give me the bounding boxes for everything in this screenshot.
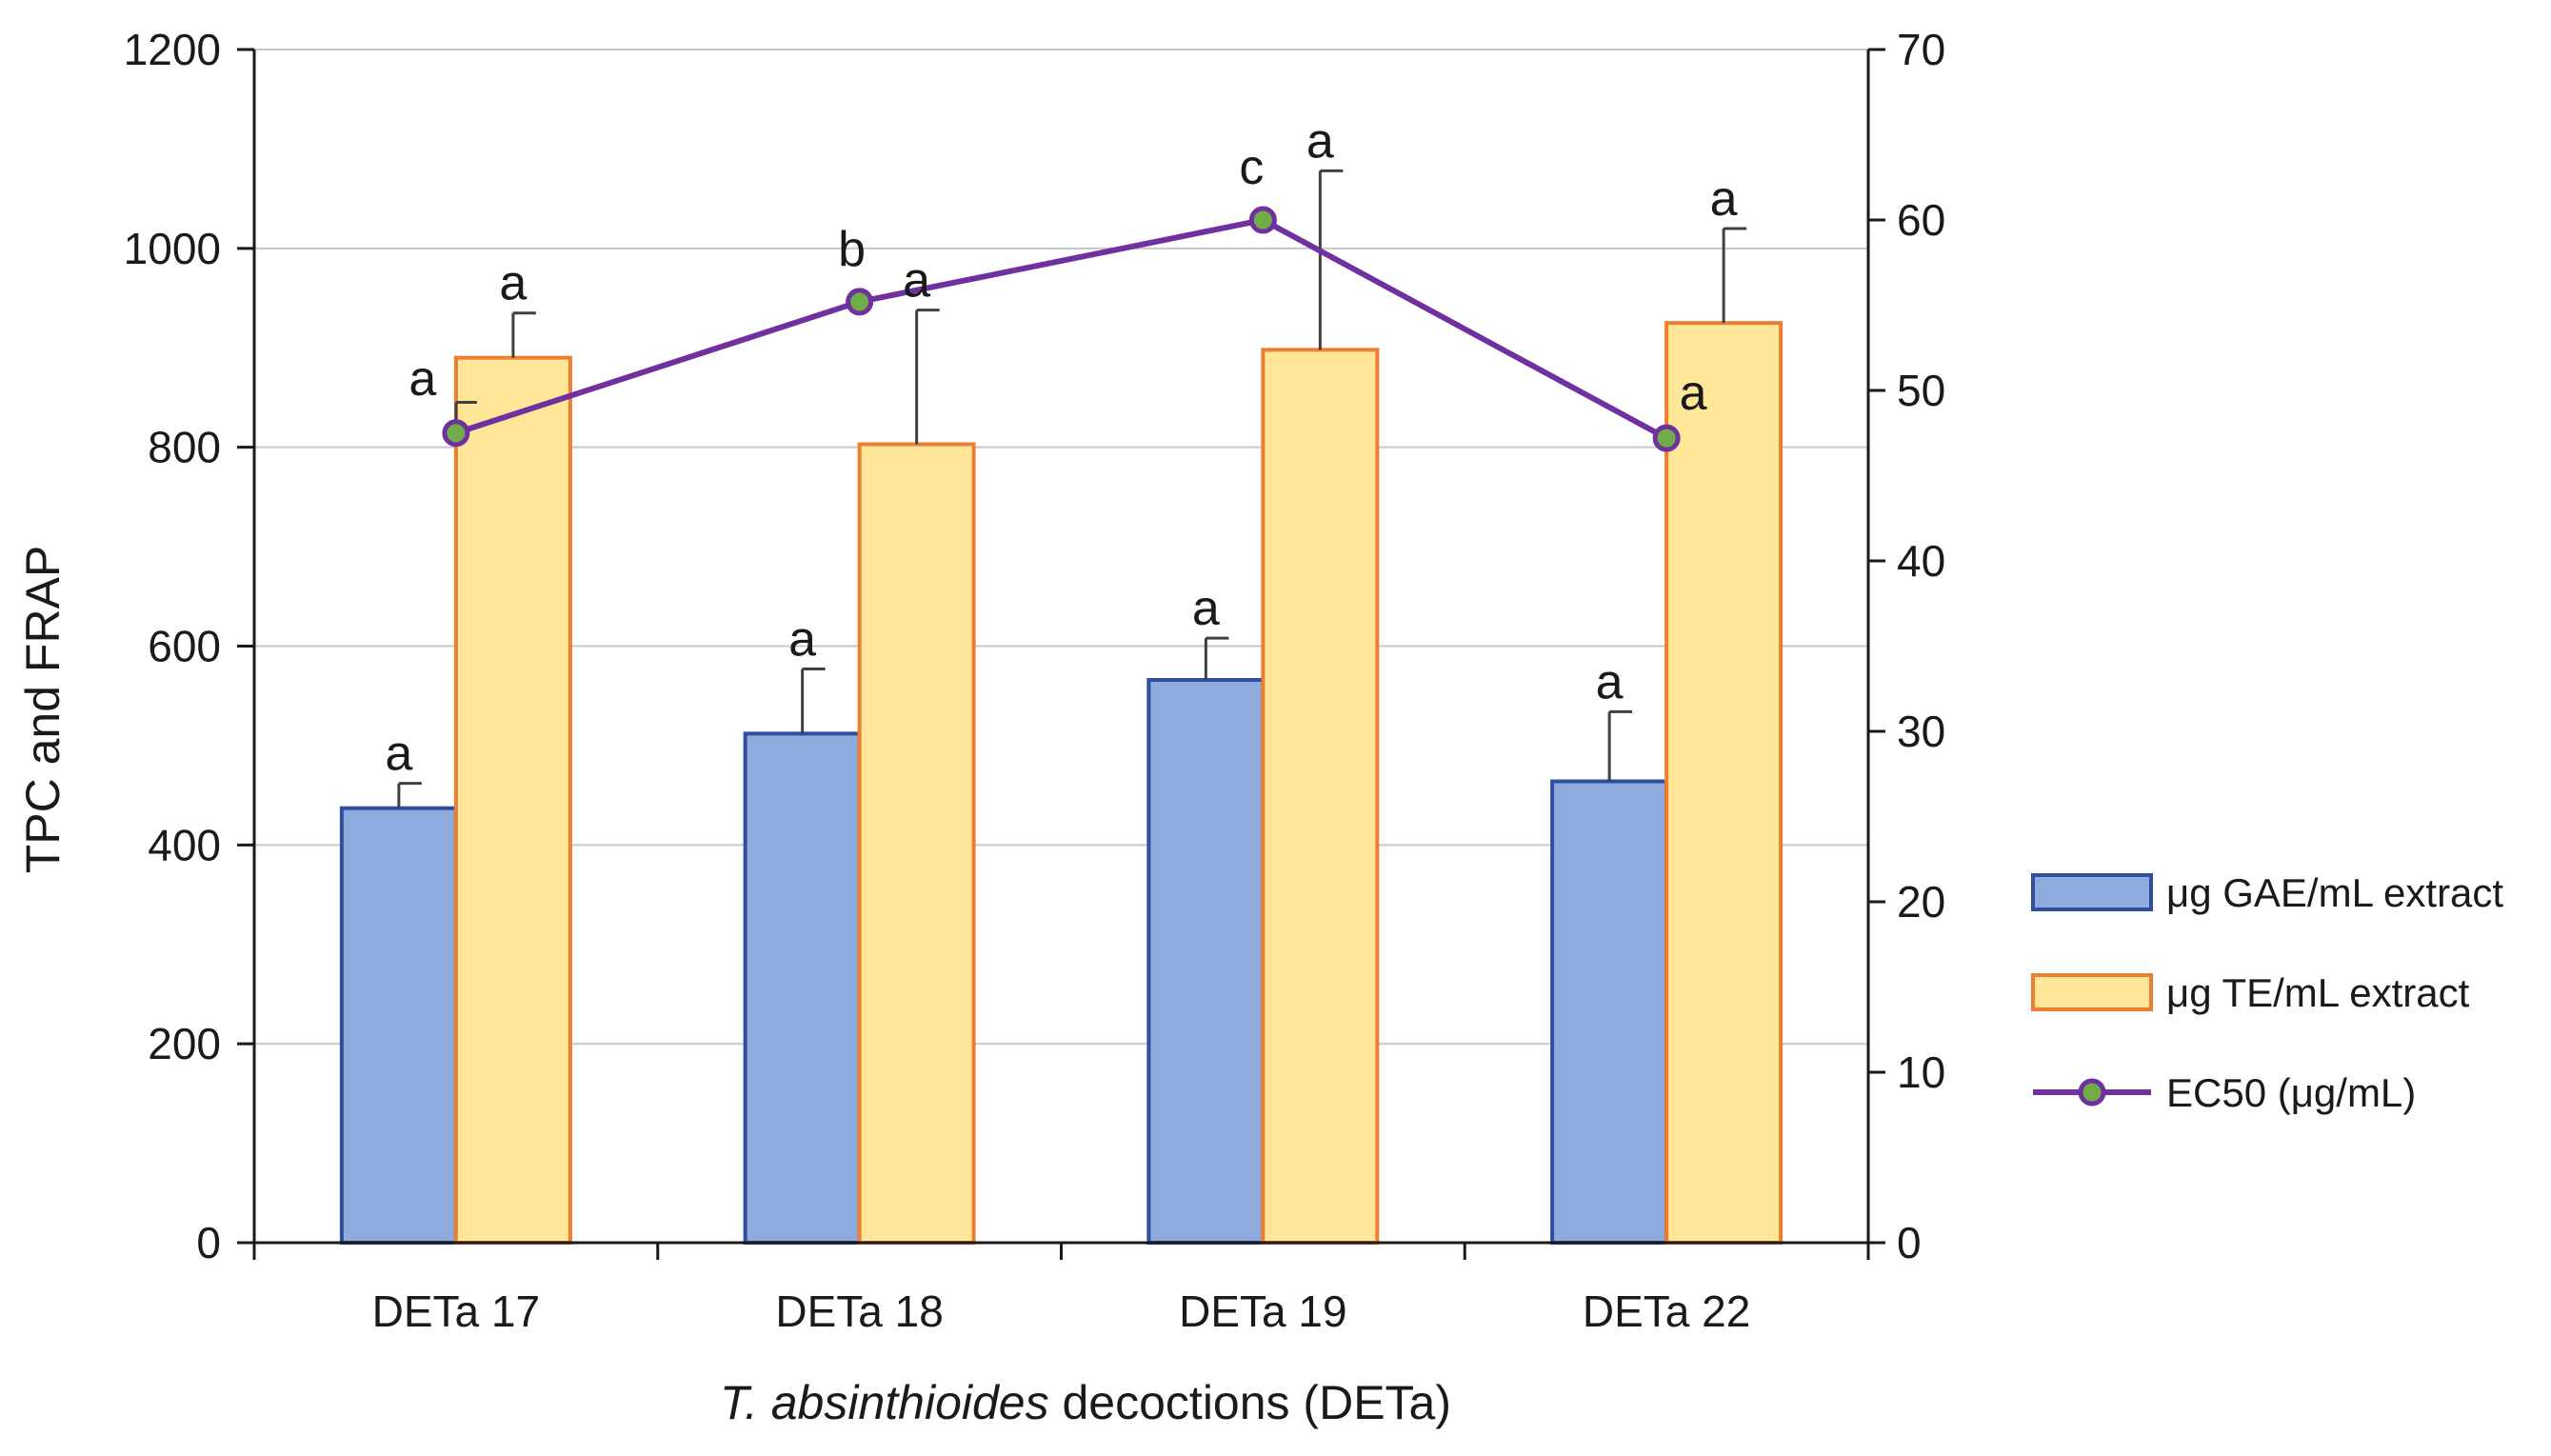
significance-label: a (1192, 581, 1220, 636)
bar (857, 442, 976, 1245)
y2-tick-label: 0 (1897, 1218, 1922, 1267)
significance-label: a (409, 351, 436, 407)
y-tick-label: 400 (148, 820, 221, 869)
axes: 0 200 400 600 800 1000 1200 0 10 20 30 40 50 60 70 DETa… (124, 25, 1946, 1336)
bar (1261, 348, 1380, 1246)
legend-marker (2078, 1078, 2106, 1107)
y-tick-label: 800 (148, 423, 221, 472)
y-tick-label: 1000 (124, 224, 221, 273)
bar (339, 806, 458, 1245)
x-tick-label: DETa 17 (372, 1286, 540, 1336)
bar (1664, 321, 1784, 1246)
legend-label: μg TE/mL extract (2166, 970, 2470, 1015)
significance-label: a (1596, 654, 1624, 709)
bar (1550, 779, 1669, 1245)
y2-tick-label: 60 (1897, 195, 1945, 245)
significance-label: a (1680, 366, 1707, 421)
y2-tick-label: 30 (1897, 707, 1945, 756)
significance-label: a (903, 253, 930, 309)
y-axis-title: TPC and FRAP (16, 546, 70, 874)
significance-label: a (1710, 171, 1738, 227)
significance-label: c (1239, 140, 1264, 195)
significance-label: a (499, 256, 527, 311)
y-tick-label: 200 (148, 1019, 221, 1068)
ec50-line (442, 206, 1681, 452)
legend-label: μg GAE/mL extract (2166, 870, 2503, 915)
y2-tick-label: 50 (1897, 366, 1945, 415)
x-axis-title: T. absinthioides decoctions (DETa) (720, 1376, 1451, 1429)
y-tick-label: 0 (196, 1218, 221, 1267)
x-tick-label: DETa 22 (1583, 1286, 1750, 1336)
significance-label: a (385, 727, 412, 782)
ec50-line-path (454, 216, 1668, 441)
x-axis-title-italic: T. absinthioides (720, 1376, 1049, 1429)
x-axis-title-rest: decoctions (DETa) (1049, 1376, 1451, 1429)
error-bars (397, 169, 1747, 808)
bars (339, 321, 1784, 1246)
legend: μg GAE/mL extract μg TE/mL extract EC50 (μ… (2031, 870, 2503, 1115)
significance-label: a (788, 612, 816, 668)
x-tick-label: DETa 18 (775, 1286, 943, 1336)
ec50-point (442, 419, 470, 448)
y2-tick-label: 10 (1897, 1047, 1945, 1097)
bar (743, 731, 862, 1245)
legend-swatch (2031, 973, 2153, 1011)
legend-swatch (2031, 873, 2153, 911)
ec50-point (1652, 424, 1681, 452)
y-tick-label: 1200 (124, 25, 221, 74)
ec50-point (846, 288, 874, 316)
ec50-point (1248, 206, 1277, 234)
significance-label: b (838, 222, 866, 277)
bar (453, 355, 572, 1246)
bar (1146, 678, 1266, 1245)
legend-label: EC50 (μg/mL) (2166, 1070, 2416, 1115)
y2-tick-label: 40 (1897, 536, 1945, 586)
y-tick-label: 600 (148, 622, 221, 671)
y2-tick-label: 70 (1897, 25, 1945, 74)
significance-label: a (1306, 113, 1334, 169)
y2-tick-label: 20 (1897, 877, 1945, 927)
x-tick-label: DETa 19 (1179, 1286, 1346, 1336)
